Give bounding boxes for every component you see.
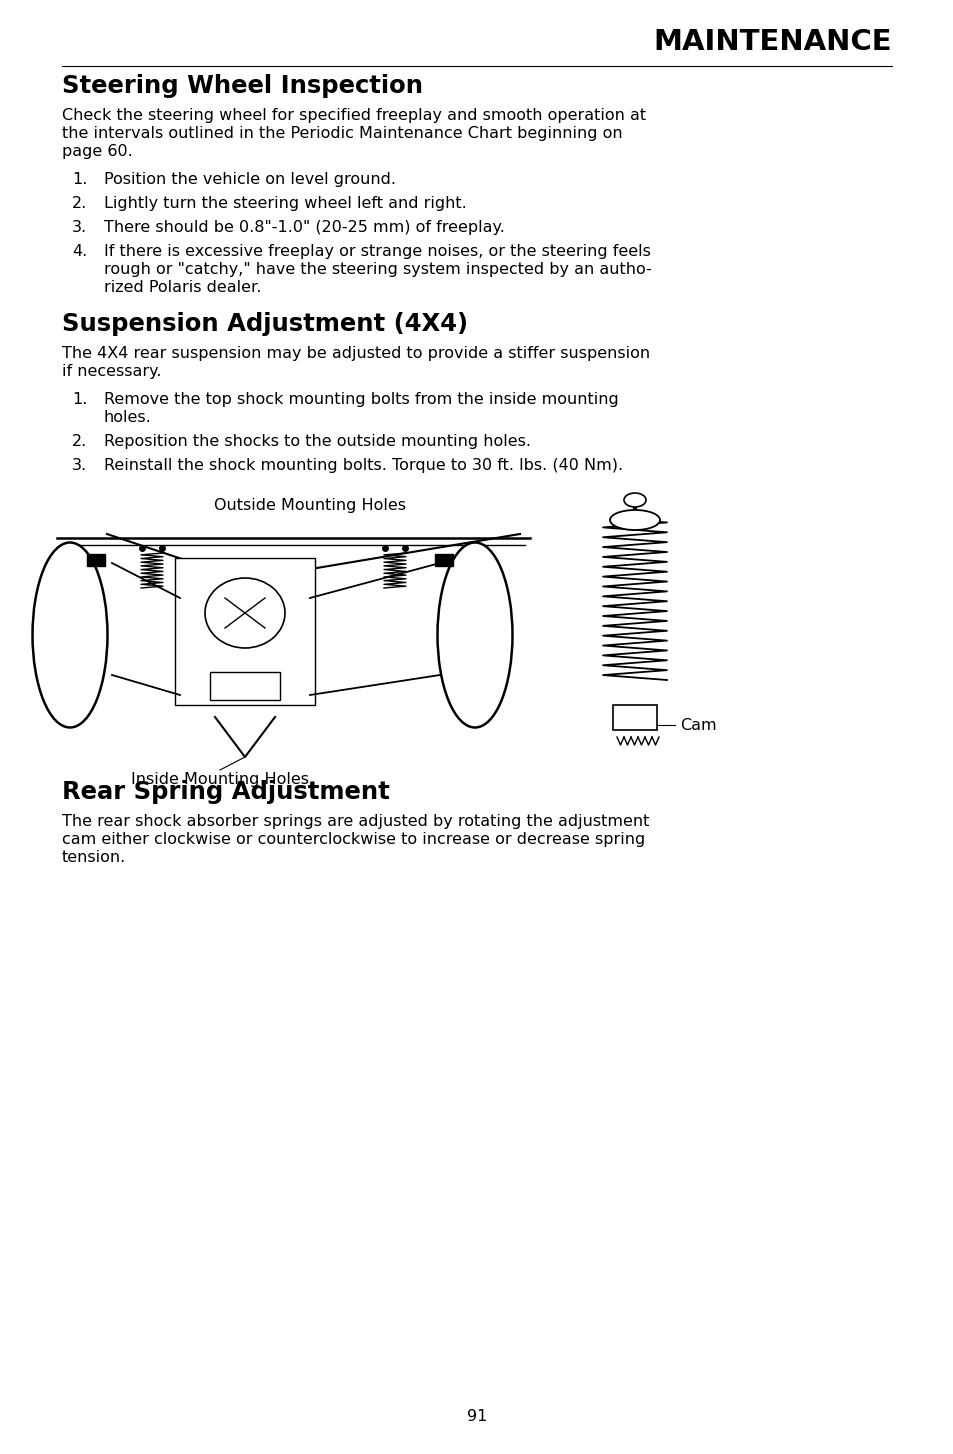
Text: Reinstall the shock mounting bolts. Torque to 30 ft. lbs. (40 Nm).: Reinstall the shock mounting bolts. Torq… [104, 458, 622, 473]
Text: Rear Spring Adjustment: Rear Spring Adjustment [62, 779, 390, 804]
Text: Outside Mounting Holes: Outside Mounting Holes [213, 499, 406, 513]
Text: The rear shock absorber springs are adjusted by rotating the adjustment: The rear shock absorber springs are adju… [62, 814, 649, 829]
Text: Lightly turn the steering wheel left and right.: Lightly turn the steering wheel left and… [104, 196, 466, 211]
Text: If there is excessive freeplay or strange noises, or the steering feels: If there is excessive freeplay or strang… [104, 244, 650, 259]
Text: 3.: 3. [71, 458, 87, 473]
Ellipse shape [437, 542, 512, 727]
Text: Check the steering wheel for specified freeplay and smooth operation at: Check the steering wheel for specified f… [62, 108, 645, 124]
Ellipse shape [32, 542, 108, 727]
Text: if necessary.: if necessary. [62, 364, 161, 379]
Text: rized Polaris dealer.: rized Polaris dealer. [104, 281, 261, 295]
Bar [613, 705, 657, 730]
Bar [87, 554, 105, 566]
Text: rough or "catchy," have the steering system inspected by an autho-: rough or "catchy," have the steering sys… [104, 262, 651, 278]
Text: 2.: 2. [71, 433, 87, 449]
Text: Inside Mounting Holes: Inside Mounting Holes [131, 772, 309, 787]
Text: Cam: Cam [679, 717, 716, 733]
Text: page 60.: page 60. [62, 144, 132, 158]
Text: Reposition the shocks to the outside mounting holes.: Reposition the shocks to the outside mou… [104, 433, 531, 449]
Text: Remove the top shock mounting bolts from the inside mounting: Remove the top shock mounting bolts from… [104, 393, 618, 407]
Text: 4.: 4. [71, 244, 87, 259]
Text: Steering Wheel Inspection: Steering Wheel Inspection [62, 74, 422, 97]
Ellipse shape [623, 493, 645, 507]
Text: holes.: holes. [104, 410, 152, 425]
Text: 2.: 2. [71, 196, 87, 211]
Text: 91: 91 [466, 1409, 487, 1423]
Text: Suspension Adjustment (4X4): Suspension Adjustment (4X4) [62, 313, 468, 336]
Text: 3.: 3. [71, 220, 87, 236]
Bar [435, 554, 453, 566]
Text: Position the vehicle on level ground.: Position the vehicle on level ground. [104, 172, 395, 188]
Text: 1.: 1. [71, 393, 88, 407]
Ellipse shape [205, 579, 285, 648]
Ellipse shape [609, 510, 659, 531]
Text: MAINTENANCE: MAINTENANCE [653, 28, 891, 57]
Text: the intervals outlined in the Periodic Maintenance Chart beginning on: the intervals outlined in the Periodic M… [62, 126, 622, 141]
Text: The 4X4 rear suspension may be adjusted to provide a stiffer suspension: The 4X4 rear suspension may be adjusted … [62, 346, 649, 361]
Text: tension.: tension. [62, 851, 126, 865]
Bar [174, 558, 314, 705]
Text: cam either clockwise or counterclockwise to increase or decrease spring: cam either clockwise or counterclockwise… [62, 832, 644, 848]
Bar [210, 672, 280, 699]
Text: 1.: 1. [71, 172, 88, 188]
Text: There should be 0.8"-1.0" (20-25 mm) of freeplay.: There should be 0.8"-1.0" (20-25 mm) of … [104, 220, 504, 236]
